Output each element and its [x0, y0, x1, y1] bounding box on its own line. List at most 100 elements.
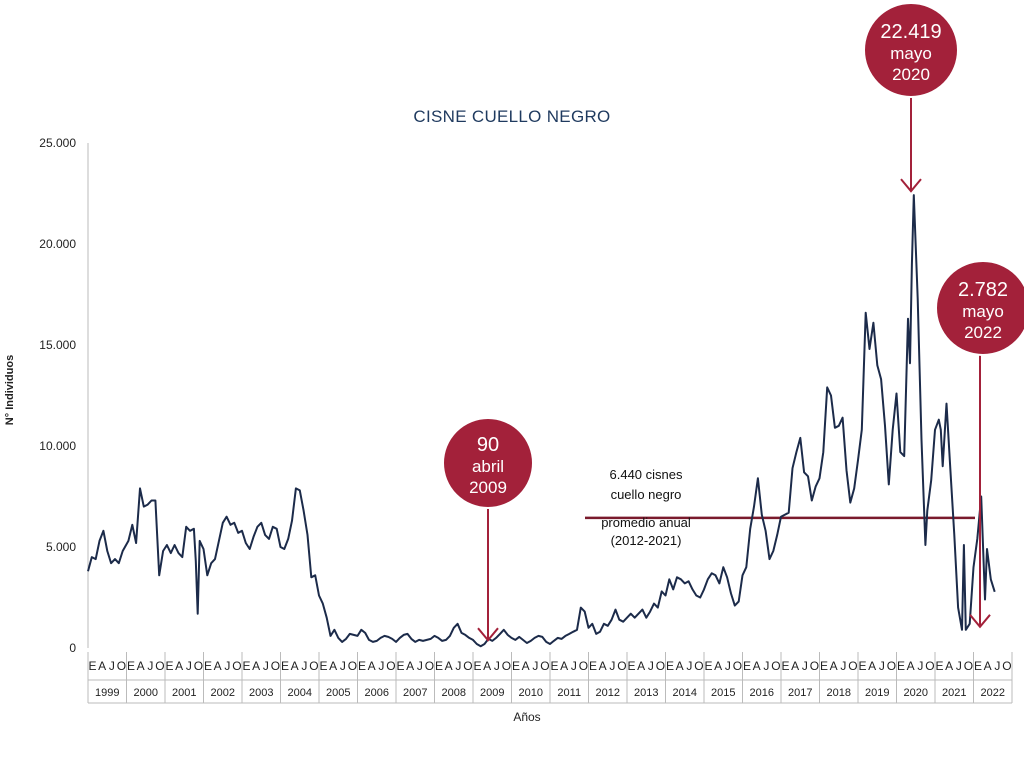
callout-label: mayo — [962, 302, 1004, 321]
month-tick-label: A — [830, 659, 839, 673]
month-tick-label: J — [956, 659, 963, 673]
y-tick-label: 0 — [69, 641, 76, 655]
month-tick-label: J — [224, 659, 231, 673]
year-tick-label: 2014 — [673, 687, 697, 699]
year-tick-label: 2002 — [211, 687, 235, 699]
month-tick-label: A — [753, 659, 762, 673]
year-tick-label: 2015 — [711, 687, 735, 699]
month-tick-label: A — [560, 659, 569, 673]
month-tick-label: E — [974, 659, 983, 673]
year-tick-label: 2017 — [788, 687, 812, 699]
year-tick-label: 2016 — [750, 687, 774, 699]
year-tick-label: 2013 — [634, 687, 658, 699]
series-line — [87, 194, 996, 648]
month-tick-label: A — [676, 659, 685, 673]
month-tick-label: A — [368, 659, 377, 673]
month-tick-label: O — [925, 659, 935, 673]
month-tick-label: A — [252, 659, 261, 673]
callout-arrow-head — [477, 627, 499, 642]
month-tick-label: E — [897, 659, 906, 673]
month-tick-label: A — [907, 659, 916, 673]
month-tick-label: J — [609, 659, 616, 673]
month-tick-label: E — [551, 659, 560, 673]
month-tick-label: E — [628, 659, 637, 673]
series-group — [87, 194, 996, 648]
y-tick-label: 15.000 — [39, 338, 76, 352]
month-tick-label: O — [771, 659, 781, 673]
month-tick-label: A — [791, 659, 800, 673]
month-tick-label: E — [512, 659, 521, 673]
month-tick-label: E — [859, 659, 868, 673]
month-tick-label: A — [329, 659, 338, 673]
chart-title: CISNE CUELLO NEGRO — [413, 107, 610, 126]
year-tick-label: 2011 — [557, 687, 581, 699]
average-label-line: promedio anual — [601, 515, 691, 530]
callout-label: 22.419 — [880, 21, 941, 43]
month-tick-label: O — [425, 659, 435, 673]
month-tick-label: E — [936, 659, 945, 673]
month-tick-label: O — [271, 659, 281, 673]
month-tick-label: A — [137, 659, 146, 673]
month-tick-label: J — [109, 659, 116, 673]
year-tick-label: 2021 — [942, 687, 966, 699]
axes: 0 5.000 10.000 15.000 20.000 25.000 — [39, 136, 89, 655]
month-tick-label: A — [984, 659, 993, 673]
month-tick-label: E — [666, 659, 675, 673]
month-tick-label: O — [733, 659, 743, 673]
year-tick-label: 2004 — [288, 687, 312, 699]
month-tick-label: O — [386, 659, 396, 673]
month-tick-label: E — [474, 659, 483, 673]
month-tick-label: J — [648, 659, 655, 673]
month-tick-label: E — [166, 659, 175, 673]
callout-label: 2020 — [892, 65, 930, 84]
year-tick-label: 2003 — [249, 687, 273, 699]
month-tick-label: E — [89, 659, 98, 673]
month-tick-label: J — [417, 659, 424, 673]
average-label-line: 6.440 cisnes — [610, 467, 683, 482]
average-label-line: (2012-2021) — [611, 533, 682, 548]
month-tick-label: A — [214, 659, 223, 673]
year-tick-label: 2005 — [326, 687, 350, 699]
month-tick-label: E — [397, 659, 406, 673]
month-tick-label: J — [378, 659, 385, 673]
month-tick-label: J — [532, 659, 539, 673]
month-tick-label: O — [656, 659, 666, 673]
callout-arrow-head — [969, 614, 991, 629]
month-tick-label: O — [117, 659, 127, 673]
month-tick-label: J — [994, 659, 1001, 673]
callout-arrow-head — [900, 178, 922, 193]
year-tick-label: 2000 — [134, 687, 158, 699]
month-tick-label: J — [455, 659, 462, 673]
month-tick-label: A — [406, 659, 415, 673]
month-tick-label: E — [320, 659, 329, 673]
callout-label: mayo — [890, 44, 932, 63]
callout-label: 2022 — [964, 323, 1002, 342]
month-tick-label: E — [782, 659, 791, 673]
year-tick-label: 2010 — [519, 687, 543, 699]
month-tick-label: J — [186, 659, 193, 673]
y-tick-label: 25.000 — [39, 136, 76, 150]
year-tick-label: 2008 — [442, 687, 466, 699]
year-tick-label: 2020 — [904, 687, 928, 699]
month-tick-label: J — [725, 659, 732, 673]
month-tick-label: A — [291, 659, 300, 673]
month-tick-label: A — [522, 659, 531, 673]
y-tick-label: 10.000 — [39, 439, 76, 453]
month-tick-label: A — [599, 659, 608, 673]
average-label-line: cuello negro — [611, 487, 682, 502]
month-tick-label: A — [868, 659, 877, 673]
year-tick-label: 2022 — [981, 687, 1005, 699]
month-tick-label: O — [540, 659, 550, 673]
callout-circle — [863, 2, 959, 98]
month-tick-label: J — [263, 659, 270, 673]
month-tick-label: O — [348, 659, 358, 673]
month-tick-label: E — [243, 659, 252, 673]
month-tick-label: J — [571, 659, 578, 673]
y-tick-label: 5.000 — [46, 540, 76, 554]
month-tick-label: J — [340, 659, 347, 673]
y-axis-label: N° Individuos — [4, 355, 16, 425]
y-tick-label: 20.000 — [39, 237, 76, 251]
month-tick-label: A — [175, 659, 184, 673]
